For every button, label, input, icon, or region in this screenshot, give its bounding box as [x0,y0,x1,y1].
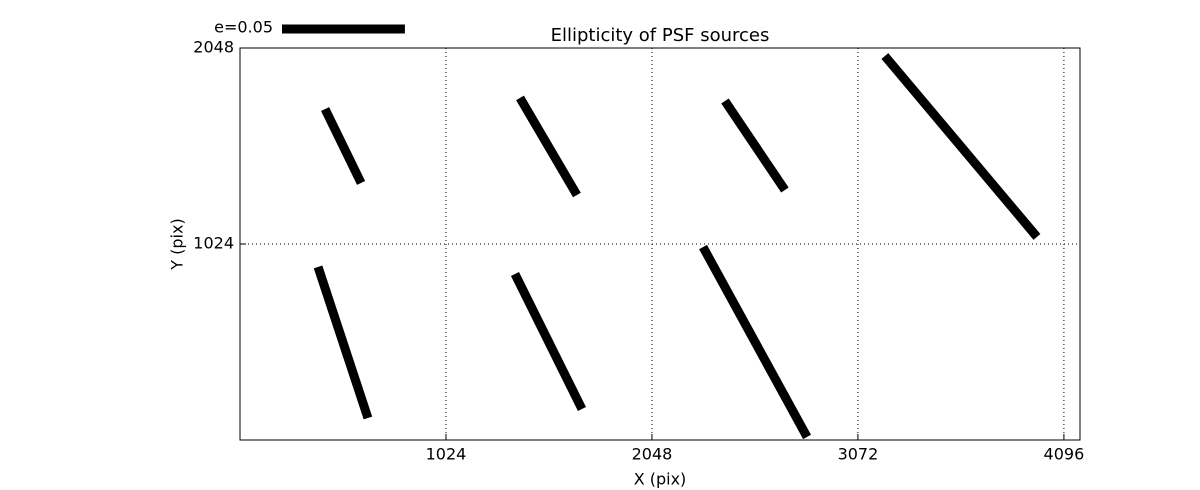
x-tick-label: 3072 [838,445,879,464]
plot-frame [239,47,1081,441]
whisker [516,95,581,198]
x-tick-label: 2048 [632,445,673,464]
chart-title: Ellipticity of PSF sources [551,25,770,46]
whisker [313,265,373,420]
whisker [510,272,586,411]
y-tick-label: 2048 [193,38,234,57]
whisker [881,53,1041,240]
whisker [321,107,366,185]
whisker [699,244,811,440]
whisker [721,98,789,193]
x-tick-label: 1024 [426,445,467,464]
key-label: e=0.05 [214,18,273,37]
x-tick-label: 4096 [1044,445,1085,464]
x-axis-label: X (pix) [634,470,687,489]
y-axis-label: Y (pix) [168,218,187,270]
y-tick-label: 1024 [193,234,234,253]
